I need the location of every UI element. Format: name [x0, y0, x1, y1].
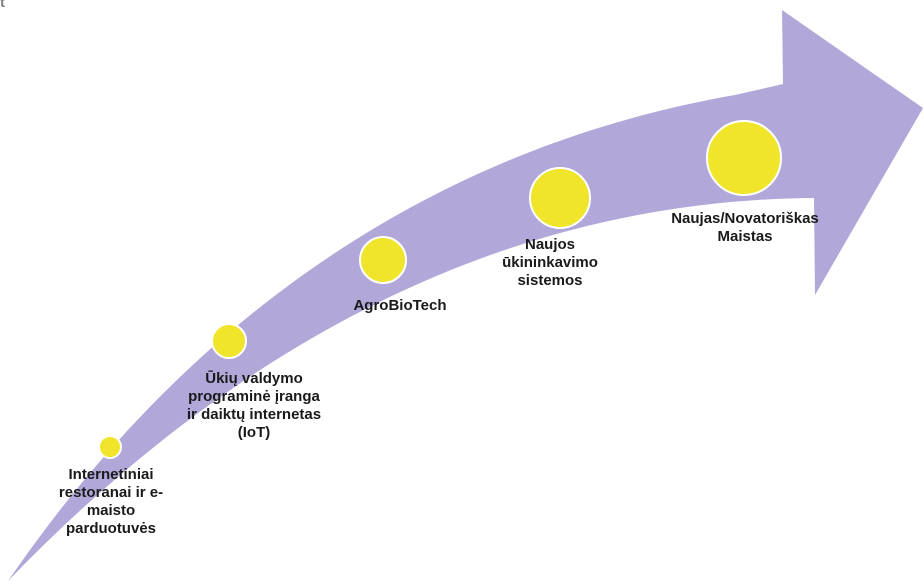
stage-1-label: Internetiniai restoranai ir e- maisto pa… — [58, 466, 164, 537]
stage-3-label: AgroBioTech — [353, 297, 447, 314]
stage-5-label: Naujas/Novatoriškas Maistas — [671, 210, 819, 245]
growth-arrow-body — [8, 10, 923, 581]
stage-4-marker — [529, 167, 591, 229]
stage-5-marker — [706, 120, 782, 196]
corner-mark: t — [0, 0, 5, 11]
stage-1-marker — [98, 435, 122, 459]
stage-4-label: Naujos ūkininkavimo sistemos — [502, 236, 598, 289]
stage-2-label: Ūkių valdymo programinė įranga ir daiktų… — [186, 370, 322, 441]
stage-3-marker — [359, 236, 407, 284]
stage-2-marker — [211, 323, 247, 359]
